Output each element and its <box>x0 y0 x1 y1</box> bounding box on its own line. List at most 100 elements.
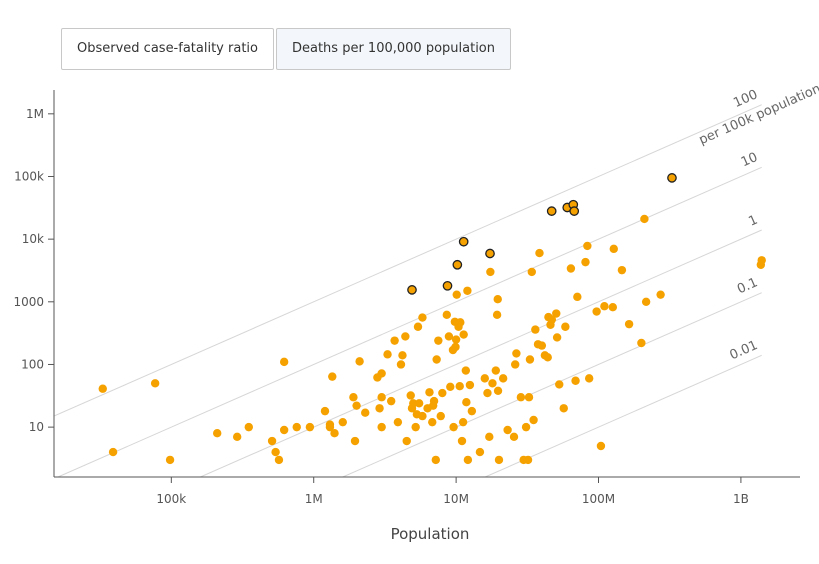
data-point[interactable] <box>584 374 594 383</box>
data-point[interactable] <box>428 417 437 427</box>
data-point[interactable] <box>559 404 568 413</box>
data-point[interactable] <box>390 336 399 345</box>
data-point[interactable] <box>511 360 520 369</box>
data-point[interactable] <box>355 357 364 366</box>
highlighted-data-point[interactable] <box>667 173 677 183</box>
data-point[interactable] <box>244 422 253 432</box>
data-point[interactable] <box>330 429 339 438</box>
data-point[interactable] <box>377 422 386 432</box>
data-point[interactable] <box>525 355 535 364</box>
data-point[interactable] <box>531 325 540 334</box>
data-point[interactable] <box>393 417 403 427</box>
data-point[interactable] <box>486 267 495 277</box>
data-point[interactable] <box>451 342 460 352</box>
data-point[interactable] <box>463 455 473 465</box>
data-point[interactable] <box>555 380 564 389</box>
data-point[interactable] <box>377 393 386 402</box>
data-point[interactable] <box>552 309 561 318</box>
data-point[interactable] <box>493 295 502 304</box>
data-point[interactable] <box>455 381 464 391</box>
data-point[interactable] <box>446 382 455 392</box>
data-point[interactable] <box>396 360 406 369</box>
data-point[interactable] <box>592 307 601 316</box>
data-point[interactable] <box>483 388 492 398</box>
data-point[interactable] <box>757 256 766 265</box>
data-point[interactable] <box>401 332 410 341</box>
data-point[interactable] <box>641 297 651 307</box>
data-point[interactable] <box>458 417 468 427</box>
highlighted-data-point[interactable] <box>407 285 417 295</box>
highlighted-data-point[interactable] <box>546 206 557 216</box>
data-point[interactable] <box>386 396 396 406</box>
highlighted-data-point[interactable] <box>569 206 580 216</box>
highlighted-data-point[interactable] <box>442 280 453 291</box>
data-point[interactable] <box>305 422 315 432</box>
data-point[interactable] <box>406 391 415 400</box>
highlighted-data-point[interactable] <box>452 259 463 270</box>
data-point[interactable] <box>434 336 443 345</box>
data-point[interactable] <box>485 432 494 442</box>
data-point[interactable] <box>516 393 526 402</box>
data-point[interactable] <box>444 332 454 341</box>
data-point[interactable] <box>617 265 627 275</box>
data-point[interactable] <box>271 447 280 457</box>
data-point[interactable] <box>537 341 547 350</box>
data-point[interactable] <box>325 422 335 432</box>
data-point[interactable] <box>108 447 118 457</box>
data-point[interactable] <box>488 379 497 388</box>
data-point[interactable] <box>98 384 107 393</box>
data-point[interactable] <box>456 318 465 327</box>
data-point[interactable] <box>232 432 242 442</box>
data-point[interactable] <box>467 406 477 416</box>
data-point[interactable] <box>279 357 289 367</box>
data-point[interactable] <box>512 349 521 358</box>
data-point[interactable] <box>459 330 468 339</box>
data-point[interactable] <box>552 333 562 342</box>
data-point[interactable] <box>523 455 533 465</box>
data-point[interactable] <box>279 425 289 435</box>
data-point[interactable] <box>608 303 618 312</box>
data-point[interactable] <box>491 366 501 375</box>
data-point[interactable] <box>509 432 519 442</box>
data-point[interactable] <box>561 322 570 331</box>
data-point[interactable] <box>492 310 502 320</box>
data-point[interactable] <box>292 422 301 432</box>
data-point[interactable] <box>463 286 472 295</box>
data-point[interactable] <box>656 290 665 299</box>
data-point[interactable] <box>571 376 580 385</box>
data-point[interactable] <box>449 422 458 432</box>
data-point[interactable] <box>432 355 441 364</box>
data-point[interactable] <box>328 372 337 381</box>
data-point[interactable] <box>352 401 361 410</box>
data-point[interactable] <box>165 455 175 465</box>
data-point[interactable] <box>640 214 649 224</box>
data-point[interactable] <box>377 369 386 378</box>
data-point[interactable] <box>361 408 370 417</box>
data-point[interactable] <box>213 429 222 438</box>
data-point[interactable] <box>498 374 508 383</box>
data-point[interactable] <box>436 411 445 421</box>
data-point[interactable] <box>566 264 576 273</box>
data-point[interactable] <box>418 411 427 421</box>
data-point[interactable] <box>409 399 418 408</box>
data-point[interactable] <box>375 404 384 413</box>
data-point[interactable] <box>475 447 485 457</box>
data-point[interactable] <box>573 292 582 302</box>
data-point[interactable] <box>274 455 284 465</box>
data-point[interactable] <box>452 290 461 299</box>
tab-deaths-per-100k[interactable]: Deaths per 100,000 population <box>275 28 511 70</box>
data-point[interactable] <box>581 257 590 267</box>
data-point[interactable] <box>411 422 420 432</box>
data-point[interactable] <box>529 415 538 425</box>
data-point[interactable] <box>442 310 451 320</box>
data-point[interactable] <box>609 244 618 254</box>
data-point[interactable] <box>503 425 512 435</box>
data-point[interactable] <box>383 350 392 359</box>
data-point[interactable] <box>521 422 531 432</box>
data-point[interactable] <box>465 380 475 390</box>
data-point[interactable] <box>431 455 441 465</box>
data-point[interactable] <box>527 267 536 277</box>
data-point[interactable] <box>451 335 461 344</box>
data-point[interactable] <box>349 393 358 402</box>
data-point[interactable] <box>543 353 552 362</box>
